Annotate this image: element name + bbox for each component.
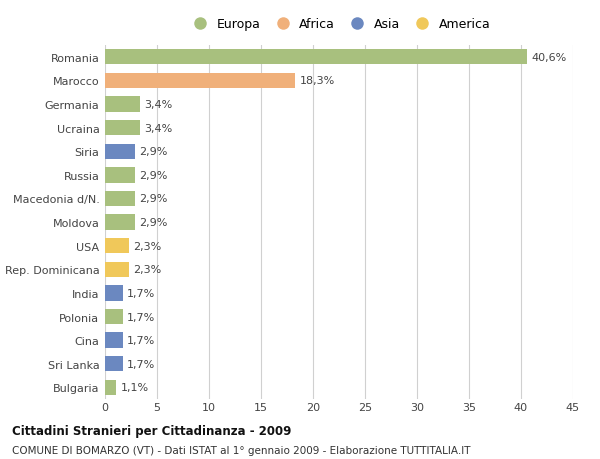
Bar: [105, 73, 295, 89]
Text: 40,6%: 40,6%: [532, 53, 566, 63]
Bar: [105, 356, 122, 372]
Text: 2,9%: 2,9%: [139, 194, 167, 204]
Legend: Europa, Africa, Asia, America: Europa, Africa, Asia, America: [182, 13, 496, 36]
Text: Cittadini Stranieri per Cittadinanza - 2009: Cittadini Stranieri per Cittadinanza - 2…: [12, 425, 292, 437]
Bar: [105, 309, 122, 325]
Text: 1,7%: 1,7%: [127, 359, 155, 369]
Text: 1,7%: 1,7%: [127, 336, 155, 346]
Text: 2,3%: 2,3%: [133, 241, 161, 251]
Text: 1,7%: 1,7%: [127, 288, 155, 298]
Bar: [105, 380, 116, 395]
Text: 2,9%: 2,9%: [139, 147, 167, 157]
Text: 2,9%: 2,9%: [139, 218, 167, 228]
Bar: [105, 144, 135, 160]
Bar: [105, 239, 129, 254]
Bar: [105, 97, 140, 112]
Bar: [105, 262, 129, 277]
Text: 18,3%: 18,3%: [299, 76, 335, 86]
Text: 3,4%: 3,4%: [145, 123, 173, 134]
Text: 3,4%: 3,4%: [145, 100, 173, 110]
Text: COMUNE DI BOMARZO (VT) - Dati ISTAT al 1° gennaio 2009 - Elaborazione TUTTITALIA: COMUNE DI BOMARZO (VT) - Dati ISTAT al 1…: [12, 445, 470, 455]
Bar: [105, 50, 527, 65]
Bar: [105, 168, 135, 183]
Bar: [105, 191, 135, 207]
Bar: [105, 285, 122, 301]
Text: 1,1%: 1,1%: [121, 382, 149, 392]
Bar: [105, 121, 140, 136]
Text: 2,9%: 2,9%: [139, 170, 167, 180]
Bar: [105, 333, 122, 348]
Text: 1,7%: 1,7%: [127, 312, 155, 322]
Text: 2,3%: 2,3%: [133, 265, 161, 275]
Bar: [105, 215, 135, 230]
